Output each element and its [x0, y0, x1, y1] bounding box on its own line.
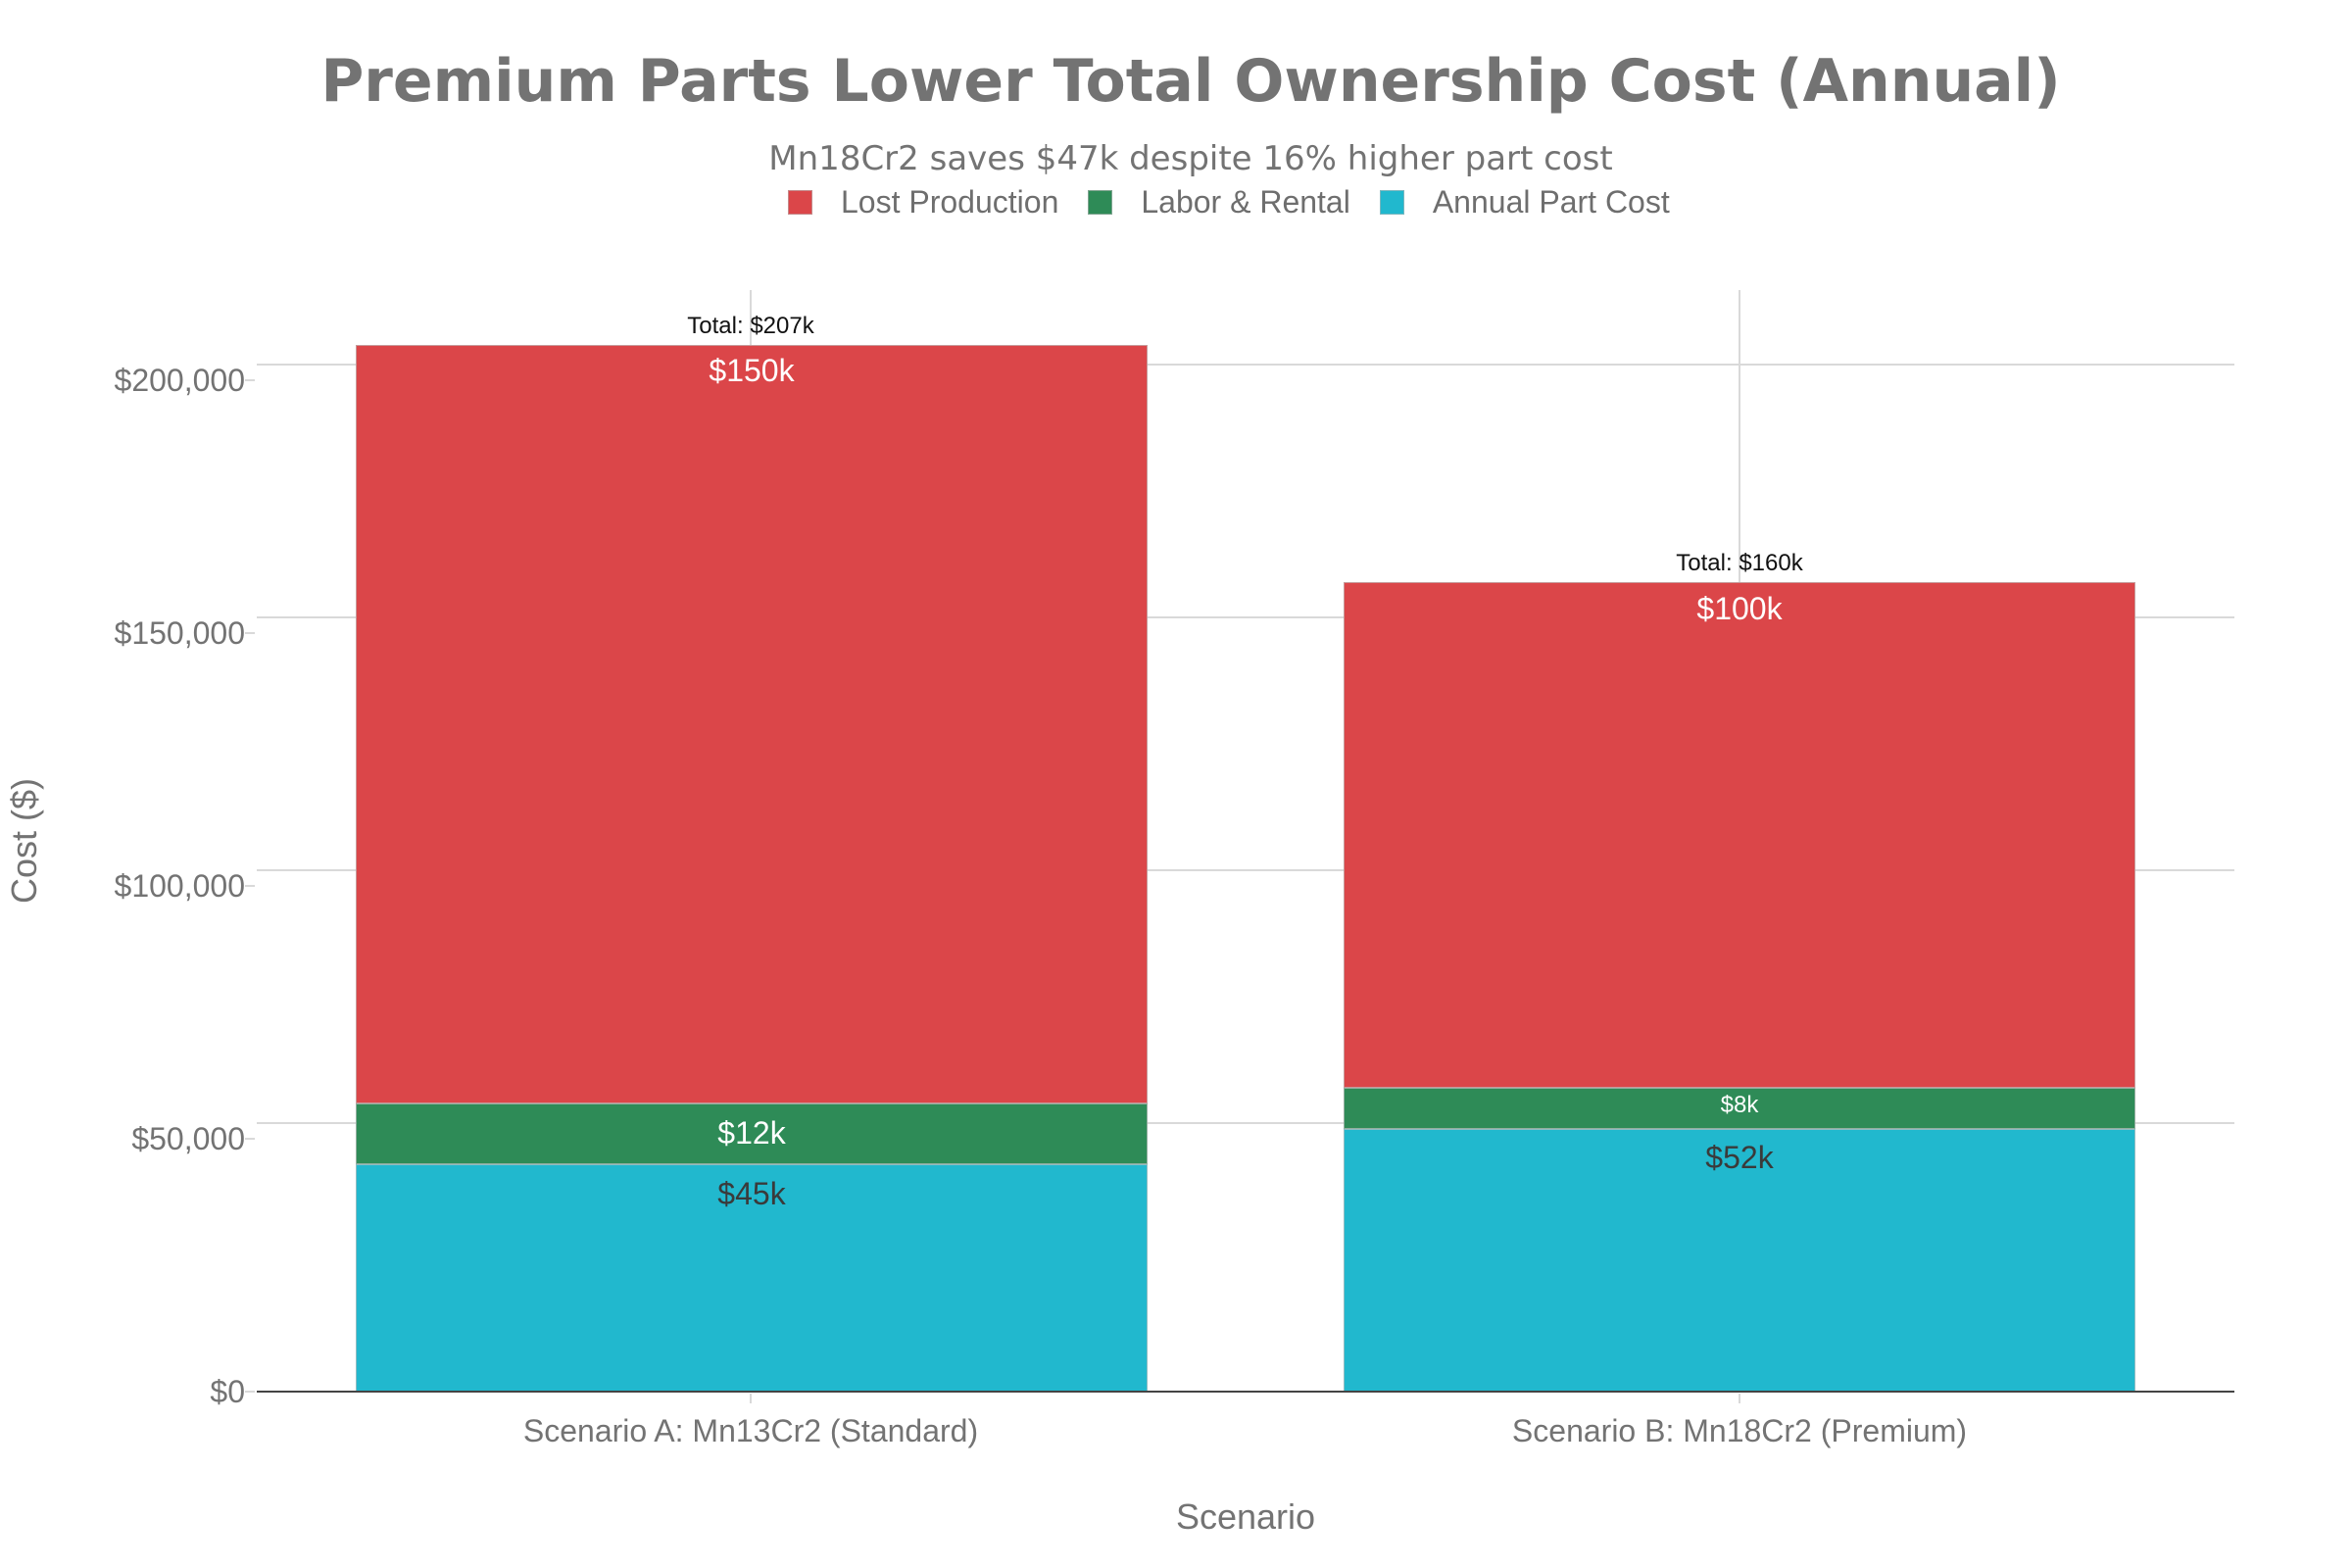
y-axis-title: Cost ($) [4, 777, 44, 905]
segment-value-label: $52k [1705, 1140, 1774, 1175]
x-axis-title: Scenario [1175, 1496, 1316, 1537]
total-label-scenario-b: Total: $160k [1676, 550, 1803, 576]
gridline-150000 [257, 616, 2234, 618]
legend-item-annual-part-cost[interactable]: Annual Part Cost [1379, 183, 1670, 220]
y-tick-mark [245, 1391, 255, 1393]
y-tick-mark [245, 1138, 255, 1140]
total-label-scenario-a: Total: $207k [687, 313, 814, 339]
legend-item-lost-production[interactable]: Lost Production [788, 184, 1058, 220]
y-tick-label: $50,000 [131, 1121, 245, 1156]
chart-title: Premium Parts Lower Total Ownership Cost… [320, 47, 2061, 116]
bar-scenario-a[interactable]: $150k $12k $45k [356, 290, 1148, 1392]
legend: Lost Production Labor & Rental Annual Pa… [788, 182, 1699, 221]
legend-label: Annual Part Cost [1432, 183, 1670, 220]
legend-label: Lost Production [841, 183, 1059, 220]
segment-annual-part-cost[interactable] [1344, 1129, 2135, 1392]
x-axis-line [257, 1391, 2234, 1393]
y-tick-label: $0 [210, 1374, 245, 1409]
legend-item-labor-rental[interactable]: Labor & Rental [1088, 183, 1350, 220]
segment-lost-production[interactable] [356, 345, 1148, 1103]
plot-area: $150k $12k $45k Total: $207k $100k $8k $… [257, 290, 2234, 1393]
bar-scenario-b[interactable]: $100k $8k $52k [1344, 290, 2135, 1392]
segment-value-label: $8k [1720, 1092, 1759, 1118]
legend-label: Labor & Rental [1141, 183, 1350, 220]
chart-subtitle: Mn18Cr2 saves $47k despite 16% higher pa… [768, 139, 1613, 178]
segment-labor-rental[interactable] [356, 1103, 1148, 1164]
gridline-50000 [257, 1122, 2234, 1124]
y-tick-mark [245, 379, 255, 381]
x-tick-label-scenario-a: Scenario A: Mn13Cr2 (Standard) [522, 1413, 979, 1448]
x-tick-mark [750, 1394, 752, 1403]
y-tick-label: $200,000 [114, 363, 245, 398]
gridline-100000 [257, 869, 2234, 871]
x-tick-mark [1739, 1394, 1740, 1403]
gridline-200000 [257, 364, 2234, 366]
segment-value-label: $45k [717, 1176, 786, 1211]
y-tick-label: $100,000 [114, 868, 245, 904]
legend-swatch-annual-part-cost [1379, 189, 1404, 215]
segment-value-label: $12k [717, 1115, 786, 1151]
y-tick-label: $150,000 [114, 615, 245, 651]
y-tick-mark [245, 885, 255, 887]
y-tick-mark [245, 632, 255, 634]
legend-swatch-lost-production [788, 189, 812, 215]
segment-value-label: $100k [1696, 591, 1783, 626]
x-tick-label-scenario-b: Scenario B: Mn18Cr2 (Premium) [1511, 1413, 1968, 1448]
segment-labor-rental[interactable] [1344, 1088, 2135, 1129]
segment-lost-production[interactable] [1344, 582, 2135, 1088]
legend-swatch-labor-rental [1088, 189, 1113, 215]
segment-value-label: $150k [709, 353, 795, 388]
